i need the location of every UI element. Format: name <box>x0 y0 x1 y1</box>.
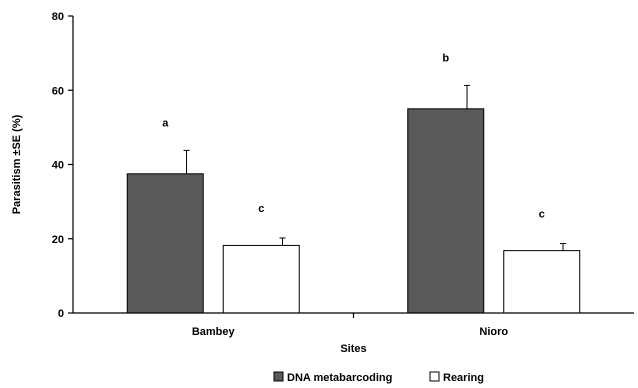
y-tick-label: 0 <box>58 308 64 320</box>
x-tick-label: Nioro <box>479 326 508 338</box>
x-tick-label: Bambey <box>192 326 236 338</box>
bar <box>126 173 204 314</box>
y-axis-ticks: 0 20 40 60 80 <box>52 11 73 320</box>
significance-letter: a <box>162 117 169 129</box>
y-tick-label: 80 <box>52 11 64 23</box>
y-tick-label: 20 <box>52 234 64 246</box>
significance-letter: b <box>442 52 449 64</box>
y-tick-label: 40 <box>52 160 64 172</box>
y-tick-label: 60 <box>52 85 64 97</box>
legend-swatch <box>273 371 284 382</box>
y-axis-title: Parasitism ±SE (%) <box>11 114 23 214</box>
legend-label: Rearing <box>443 372 484 384</box>
bar <box>503 250 581 314</box>
x-axis-title: Sites <box>340 343 366 355</box>
x-axis-ticks: Bambey Nioro <box>192 313 508 338</box>
legend: DNA metabarcoding Rearing <box>273 371 484 384</box>
legend-swatch <box>429 371 440 382</box>
error-bars <box>183 84 567 251</box>
significance-letters: a c b c <box>162 52 545 220</box>
significance-letter: c <box>258 203 264 215</box>
bar <box>222 244 300 314</box>
bar <box>407 108 485 314</box>
bars <box>126 108 581 314</box>
significance-letter: c <box>539 209 545 221</box>
legend-label: DNA metabarcoding <box>287 372 392 384</box>
